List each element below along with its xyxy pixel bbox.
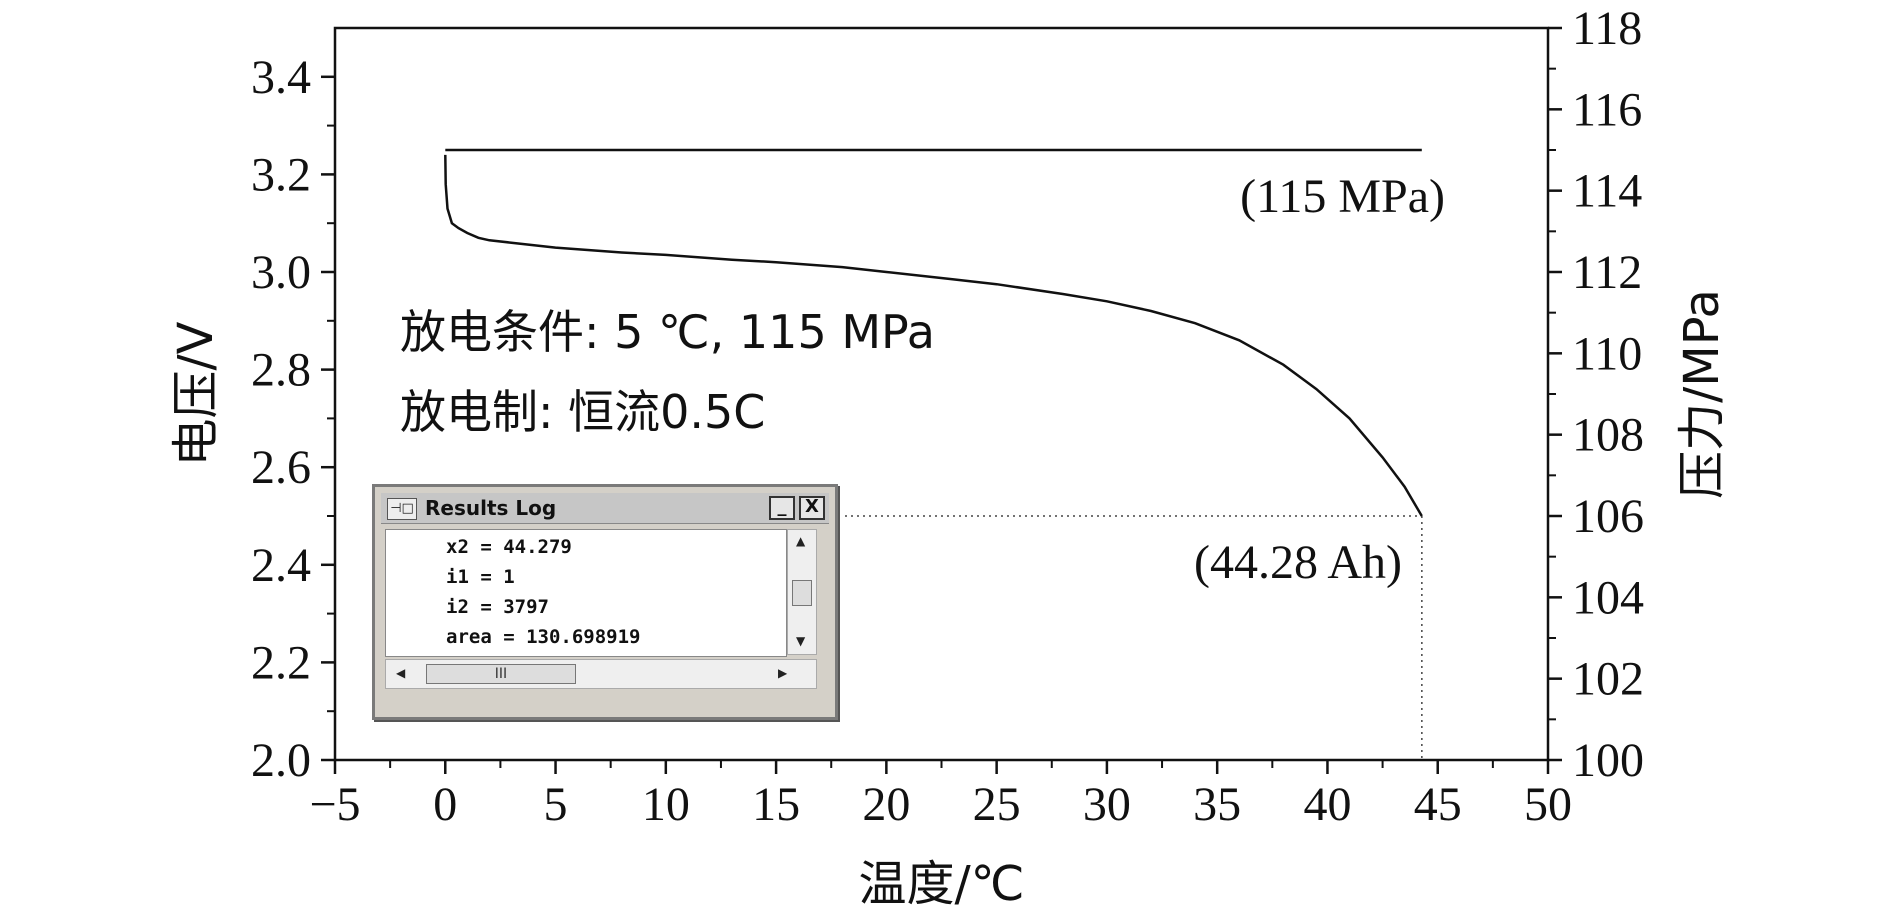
x-tick-label: 0 [433,778,457,831]
y-right-tick-label: 118 [1572,2,1642,55]
y-left-tick-label: 2.0 [251,734,311,787]
results-log-text-area[interactable]: x2 = 44.279 i1 = 1 i2 = 3797 area = 130.… [385,529,787,657]
x-tick-label: 5 [544,778,568,831]
horizontal-scrollbar[interactable]: ◀ III ▶ [385,659,817,689]
results-log-line: x2 = 44.279 [446,536,572,558]
voltage-series-line [444,154,1423,517]
y-right-tick-label: 116 [1572,83,1642,136]
y-left-tick-label: 2.4 [251,539,311,592]
y-left-tick-label: 2.8 [251,344,311,397]
scroll-up-icon[interactable]: ▲ [796,534,806,548]
y-right-tick-label: 110 [1572,327,1642,380]
pressure-annotation: (115 MPa) [1240,170,1445,223]
results-log-window[interactable]: ⊣□ Results Log _ X x2 = 44.279 i1 = 1 i2… [372,484,838,720]
y-left-tick-label: 3.2 [251,148,311,201]
x-tick-label: 35 [1193,778,1241,831]
results-log-titlebar[interactable]: ⊣□ Results Log _ X [381,493,829,524]
scroll-down-icon[interactable]: ▼ [796,634,806,648]
condition-annotation: 放电条件: 5 ℃, 115 MPa [400,305,935,359]
x-tick-label: 45 [1414,778,1462,831]
scroll-right-icon[interactable]: ▶ [778,666,788,680]
results-log-line: i2 = 3797 [446,596,549,618]
x-tick-label: 30 [1083,778,1131,831]
y-left-axis-title: 电压/V [168,321,224,466]
y-left-tick-label: 3.0 [251,246,311,299]
pin-icon[interactable]: ⊣□ [387,498,417,520]
close-button[interactable]: X [799,496,825,520]
y-right-tick-label: 108 [1572,409,1644,462]
y-left-tick-label: 2.2 [251,636,311,689]
vertical-scrollbar[interactable]: ▲ ▼ [787,529,817,655]
regime-annotation: 放电制: 恒流0.5C [400,385,765,439]
capacity-annotation: (44.28 Ah) [1194,536,1402,589]
x-axis-title: 温度/℃ [858,856,1024,909]
x-tick-label: 25 [973,778,1021,831]
x-tick-label: 40 [1303,778,1351,831]
y-right-tick-label: 114 [1572,165,1642,218]
y-right-tick-label: 102 [1572,653,1644,706]
results-log-line: area = 130.698919 [446,626,641,648]
x-tick-label: 50 [1524,778,1572,831]
x-tick-label: 20 [862,778,910,831]
y-right-tick-label: 112 [1572,246,1642,299]
y-left-tick-label: 3.4 [251,51,311,104]
minimize-button[interactable]: _ [769,496,795,520]
results-log-line: i1 = 1 [446,566,515,588]
x-tick-label: −5 [309,778,360,831]
scroll-left-icon[interactable]: ◀ [396,666,406,680]
y-right-tick-label: 106 [1572,490,1644,543]
y-right-tick-label: 100 [1572,734,1644,787]
y-right-tick-label: 104 [1572,571,1644,624]
vertical-scroll-thumb[interactable] [792,580,812,606]
y-left-tick-label: 2.6 [251,441,311,494]
results-log-title: Results Log [425,496,557,520]
horizontal-scroll-thumb[interactable]: III [426,664,576,684]
y-right-axis-title: 压力/MPa [1674,289,1730,499]
x-tick-label: 15 [752,778,800,831]
x-tick-label: 10 [642,778,690,831]
